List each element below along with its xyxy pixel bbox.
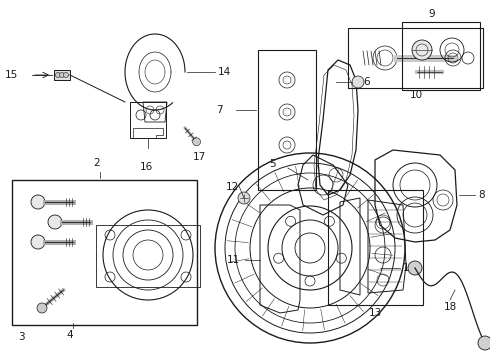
- Text: 13: 13: [368, 308, 382, 318]
- Text: 16: 16: [140, 162, 153, 172]
- Text: 4: 4: [67, 330, 74, 340]
- Bar: [258, 50, 316, 190]
- Text: 15: 15: [5, 70, 18, 80]
- Bar: [328, 190, 423, 305]
- Circle shape: [37, 303, 47, 313]
- Circle shape: [408, 261, 422, 275]
- Text: 14: 14: [218, 67, 231, 77]
- Bar: [12, 180, 197, 325]
- Circle shape: [59, 72, 65, 77]
- Text: 2: 2: [94, 158, 100, 168]
- Text: 9: 9: [429, 9, 435, 19]
- Text: 3: 3: [18, 332, 24, 342]
- Circle shape: [55, 72, 60, 77]
- Text: 7: 7: [217, 105, 223, 115]
- Circle shape: [238, 192, 250, 204]
- Text: 10: 10: [410, 90, 422, 100]
- Circle shape: [48, 215, 62, 229]
- Circle shape: [64, 72, 69, 77]
- Circle shape: [193, 138, 200, 146]
- Text: 18: 18: [443, 302, 457, 312]
- Bar: [402, 22, 480, 90]
- Text: 1: 1: [403, 263, 410, 273]
- Bar: [130, 102, 166, 138]
- Circle shape: [478, 336, 490, 350]
- Circle shape: [412, 40, 432, 60]
- Text: 12: 12: [226, 182, 239, 192]
- Text: 8: 8: [478, 190, 485, 200]
- Text: 17: 17: [193, 152, 206, 162]
- Circle shape: [352, 76, 364, 88]
- Text: 11: 11: [227, 255, 240, 265]
- Circle shape: [31, 195, 45, 209]
- Bar: [348, 28, 483, 88]
- Text: 6: 6: [363, 77, 369, 87]
- Circle shape: [31, 235, 45, 249]
- Text: 5: 5: [270, 159, 276, 169]
- Polygon shape: [54, 70, 70, 80]
